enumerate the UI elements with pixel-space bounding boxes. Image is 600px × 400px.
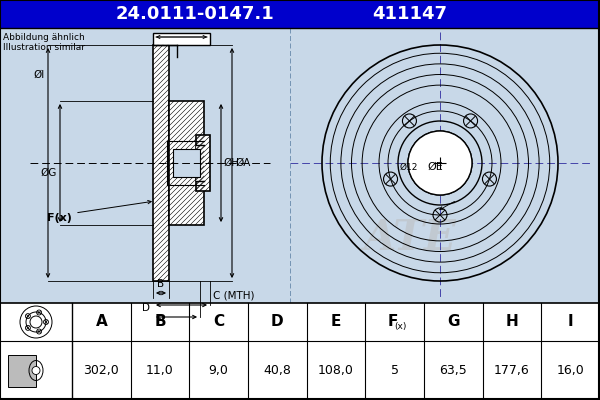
Text: 5: 5: [391, 364, 398, 377]
Text: I: I: [568, 314, 574, 330]
Text: G: G: [447, 314, 460, 330]
Text: ØG: ØG: [41, 168, 57, 178]
Text: ØI: ØI: [34, 70, 45, 80]
Text: A: A: [95, 314, 107, 330]
Text: B: B: [157, 279, 164, 289]
Text: 24.0111-0147.1: 24.0111-0147.1: [116, 5, 274, 23]
Text: Abbildung ähnlich: Abbildung ähnlich: [3, 32, 85, 42]
Text: ATE: ATE: [364, 217, 457, 259]
FancyBboxPatch shape: [173, 149, 200, 177]
Text: E: E: [331, 314, 341, 330]
Text: D: D: [142, 303, 150, 313]
FancyBboxPatch shape: [169, 101, 204, 225]
Text: B: B: [154, 314, 166, 330]
Text: 63,5: 63,5: [439, 364, 467, 377]
Text: Ø12: Ø12: [400, 163, 418, 172]
FancyBboxPatch shape: [196, 145, 204, 181]
Text: ØA: ØA: [235, 158, 250, 168]
Text: 302,0: 302,0: [83, 364, 119, 377]
Text: 411147: 411147: [373, 5, 448, 23]
Text: 40,8: 40,8: [263, 364, 291, 377]
FancyBboxPatch shape: [153, 45, 169, 281]
Text: 9,0: 9,0: [209, 364, 229, 377]
Text: C (MTH): C (MTH): [213, 291, 254, 301]
Circle shape: [408, 131, 472, 195]
FancyBboxPatch shape: [0, 303, 600, 400]
Text: 177,6: 177,6: [494, 364, 530, 377]
Text: (x): (x): [394, 322, 407, 332]
Text: ØE: ØE: [427, 162, 443, 172]
Text: 11,0: 11,0: [146, 364, 174, 377]
FancyBboxPatch shape: [196, 135, 210, 191]
Text: C: C: [213, 314, 224, 330]
Text: D: D: [271, 314, 284, 330]
Text: F: F: [388, 314, 398, 330]
FancyBboxPatch shape: [0, 0, 600, 28]
Text: 108,0: 108,0: [318, 364, 354, 377]
Text: ØH: ØH: [223, 158, 239, 168]
FancyBboxPatch shape: [0, 28, 600, 303]
FancyBboxPatch shape: [153, 33, 210, 45]
Text: H: H: [506, 314, 518, 330]
Text: F(x): F(x): [47, 213, 72, 223]
Circle shape: [32, 366, 40, 374]
Text: 16,0: 16,0: [557, 364, 584, 377]
Text: Illustration similar: Illustration similar: [3, 44, 85, 52]
FancyBboxPatch shape: [8, 354, 36, 386]
